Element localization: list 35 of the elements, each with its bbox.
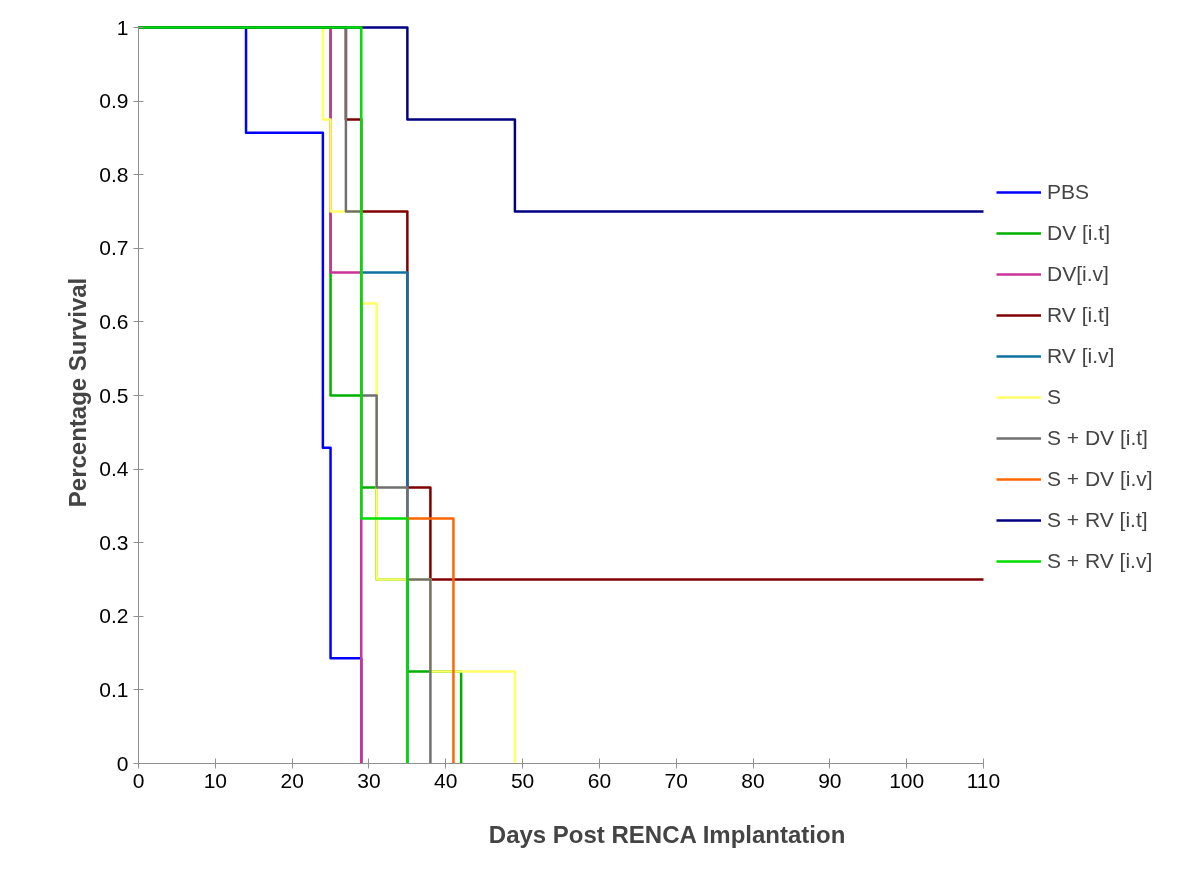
y-tick-label: 0.4 bbox=[99, 457, 129, 481]
legend-label: RV [i.t] bbox=[1047, 303, 1110, 327]
x-tick-label: 110 bbox=[966, 768, 1001, 792]
y-tick-label: 0.3 bbox=[99, 530, 129, 554]
x-tick-label: 0 bbox=[132, 768, 145, 792]
x-tick-label: 30 bbox=[357, 768, 381, 792]
legend-label: S + RV [i.t] bbox=[1047, 508, 1148, 532]
x-tick-label: 90 bbox=[818, 768, 842, 792]
y-tick-label: 0.9 bbox=[99, 89, 129, 113]
y-axis-title: Percentage Survival bbox=[64, 277, 92, 508]
legend-label: DV[i.v] bbox=[1047, 262, 1109, 286]
legend-label: S bbox=[1047, 385, 1062, 409]
x-tick-label: 100 bbox=[889, 768, 925, 792]
legend-label: PBS bbox=[1047, 180, 1090, 204]
legend-label: S + RV [i.v] bbox=[1047, 549, 1153, 573]
y-tick-label: 1 bbox=[116, 15, 129, 39]
y-tick-label: 0 bbox=[116, 751, 129, 775]
x-tick-label: 70 bbox=[664, 768, 688, 792]
y-tick-label: 0.8 bbox=[99, 162, 129, 186]
legend-label: RV [i.v] bbox=[1047, 344, 1115, 368]
x-tick-label: 80 bbox=[741, 768, 765, 792]
y-tick-label: 0.7 bbox=[99, 236, 129, 260]
x-tick-label: 40 bbox=[434, 768, 458, 792]
x-axis-title: Days Post RENCA Implantation bbox=[488, 820, 846, 848]
y-tick-label: 0.6 bbox=[99, 309, 129, 333]
x-tick-label: 50 bbox=[510, 768, 535, 792]
y-tick-label: 0.1 bbox=[99, 677, 129, 701]
y-tick-label: 0.5 bbox=[99, 383, 129, 407]
x-tick-label: 20 bbox=[280, 768, 304, 792]
legend-label: DV [i.t] bbox=[1047, 221, 1111, 245]
x-tick-label: 10 bbox=[203, 768, 227, 792]
x-tick-label: 60 bbox=[587, 768, 612, 792]
legend-label: S + DV [i.v] bbox=[1047, 467, 1153, 491]
legend-label: S + DV [i.t] bbox=[1047, 426, 1148, 450]
y-tick-label: 0.2 bbox=[99, 604, 129, 628]
